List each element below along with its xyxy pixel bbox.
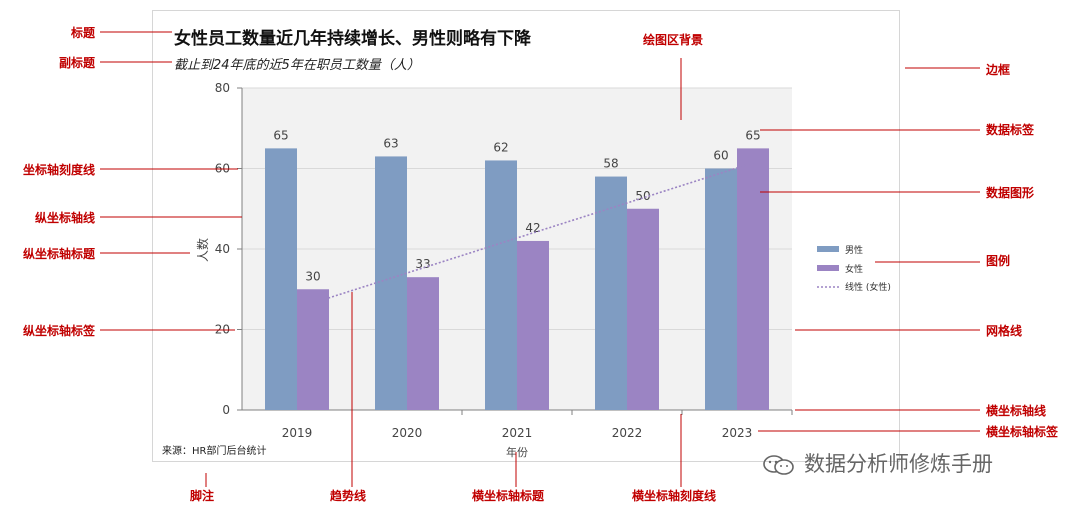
x-tick-label: 2020 (392, 426, 423, 440)
watermark: 数据分析师修炼手册 (762, 448, 993, 478)
data-label: 30 (305, 269, 320, 283)
chart-footnote: 来源：HR部门后台统计 (162, 446, 267, 457)
annotation-x-axis-title: 横坐标轴标题 (472, 489, 545, 503)
annotation-subtitle: 副标题 (58, 56, 95, 70)
annotation-plot-bg: 绘图区背景 (643, 33, 704, 47)
trendline (312, 162, 754, 304)
y-axis-title: 人数 (195, 238, 210, 262)
x-tick-label: 2019 (282, 426, 313, 440)
annotation-legend: 图例 (986, 254, 1011, 268)
y-tick-label: 0 (222, 403, 230, 417)
data-label: 42 (525, 221, 540, 235)
legend-swatch-male (817, 246, 839, 252)
bar (627, 208, 659, 410)
annotation-x-axis-tick: 横坐标轴刻度线 (632, 489, 717, 503)
annotation-title: 标题 (70, 26, 95, 40)
annotation-y-axis-line: 纵坐标轴线 (34, 211, 95, 225)
annotation-trendline: 趋势线 (330, 489, 367, 503)
watermark-text: 数据分析师修炼手册 (804, 452, 993, 476)
annotation-x-axis-line: 横坐标轴线 (986, 404, 1047, 418)
x-tick-label: 2022 (612, 426, 643, 440)
y-tick-label: 40 (215, 242, 230, 256)
data-label: 65 (745, 128, 760, 142)
x-tick-label: 2023 (722, 426, 753, 440)
annotation-data-shape: 数据图形 (986, 186, 1035, 200)
data-label: 60 (713, 149, 728, 163)
annotation-axis-tick: 坐标轴刻度线 (22, 163, 95, 177)
annotation-footnote: 脚注 (190, 489, 215, 503)
bar (517, 240, 549, 410)
legend-label-trendline: 线性 (女性) (845, 281, 891, 293)
x-axis-title: 年份 (506, 445, 528, 459)
annotation-y-axis-title: 纵坐标轴标题 (22, 247, 95, 261)
data-label: 62 (493, 140, 508, 154)
annotation-y-axis-label: 纵坐标轴标签 (22, 324, 95, 338)
bar (265, 148, 297, 410)
bar (595, 176, 627, 410)
bar (705, 168, 737, 410)
legend-swatch-female (817, 265, 839, 271)
bar (297, 289, 329, 410)
x-tick-label: 2021 (502, 426, 533, 440)
bar (375, 156, 407, 410)
annotation-gridline: 网格线 (986, 324, 1023, 338)
data-label: 63 (383, 136, 398, 150)
annotation-data-label: 数据标签 (986, 123, 1035, 137)
data-label: 50 (635, 189, 650, 203)
bar (407, 277, 439, 410)
legend-label-male: 男性 (845, 244, 863, 256)
annotation-border: 边框 (986, 63, 1011, 77)
chart-title: 女性员工数量近几年持续增长、男性则略有下降 (174, 29, 531, 49)
y-tick-label: 80 (215, 81, 230, 95)
annotation-x-axis-label: 横坐标轴标签 (986, 425, 1059, 439)
bar (485, 160, 517, 410)
data-label: 58 (603, 157, 618, 171)
legend-label-female: 女性 (845, 263, 863, 275)
data-label: 33 (415, 257, 430, 271)
chart-subtitle: 截止到24年底的近5年在职员工数量（人） (174, 58, 420, 73)
wechat-icon (763, 455, 794, 475)
data-label: 65 (273, 128, 288, 142)
bar (737, 148, 769, 410)
